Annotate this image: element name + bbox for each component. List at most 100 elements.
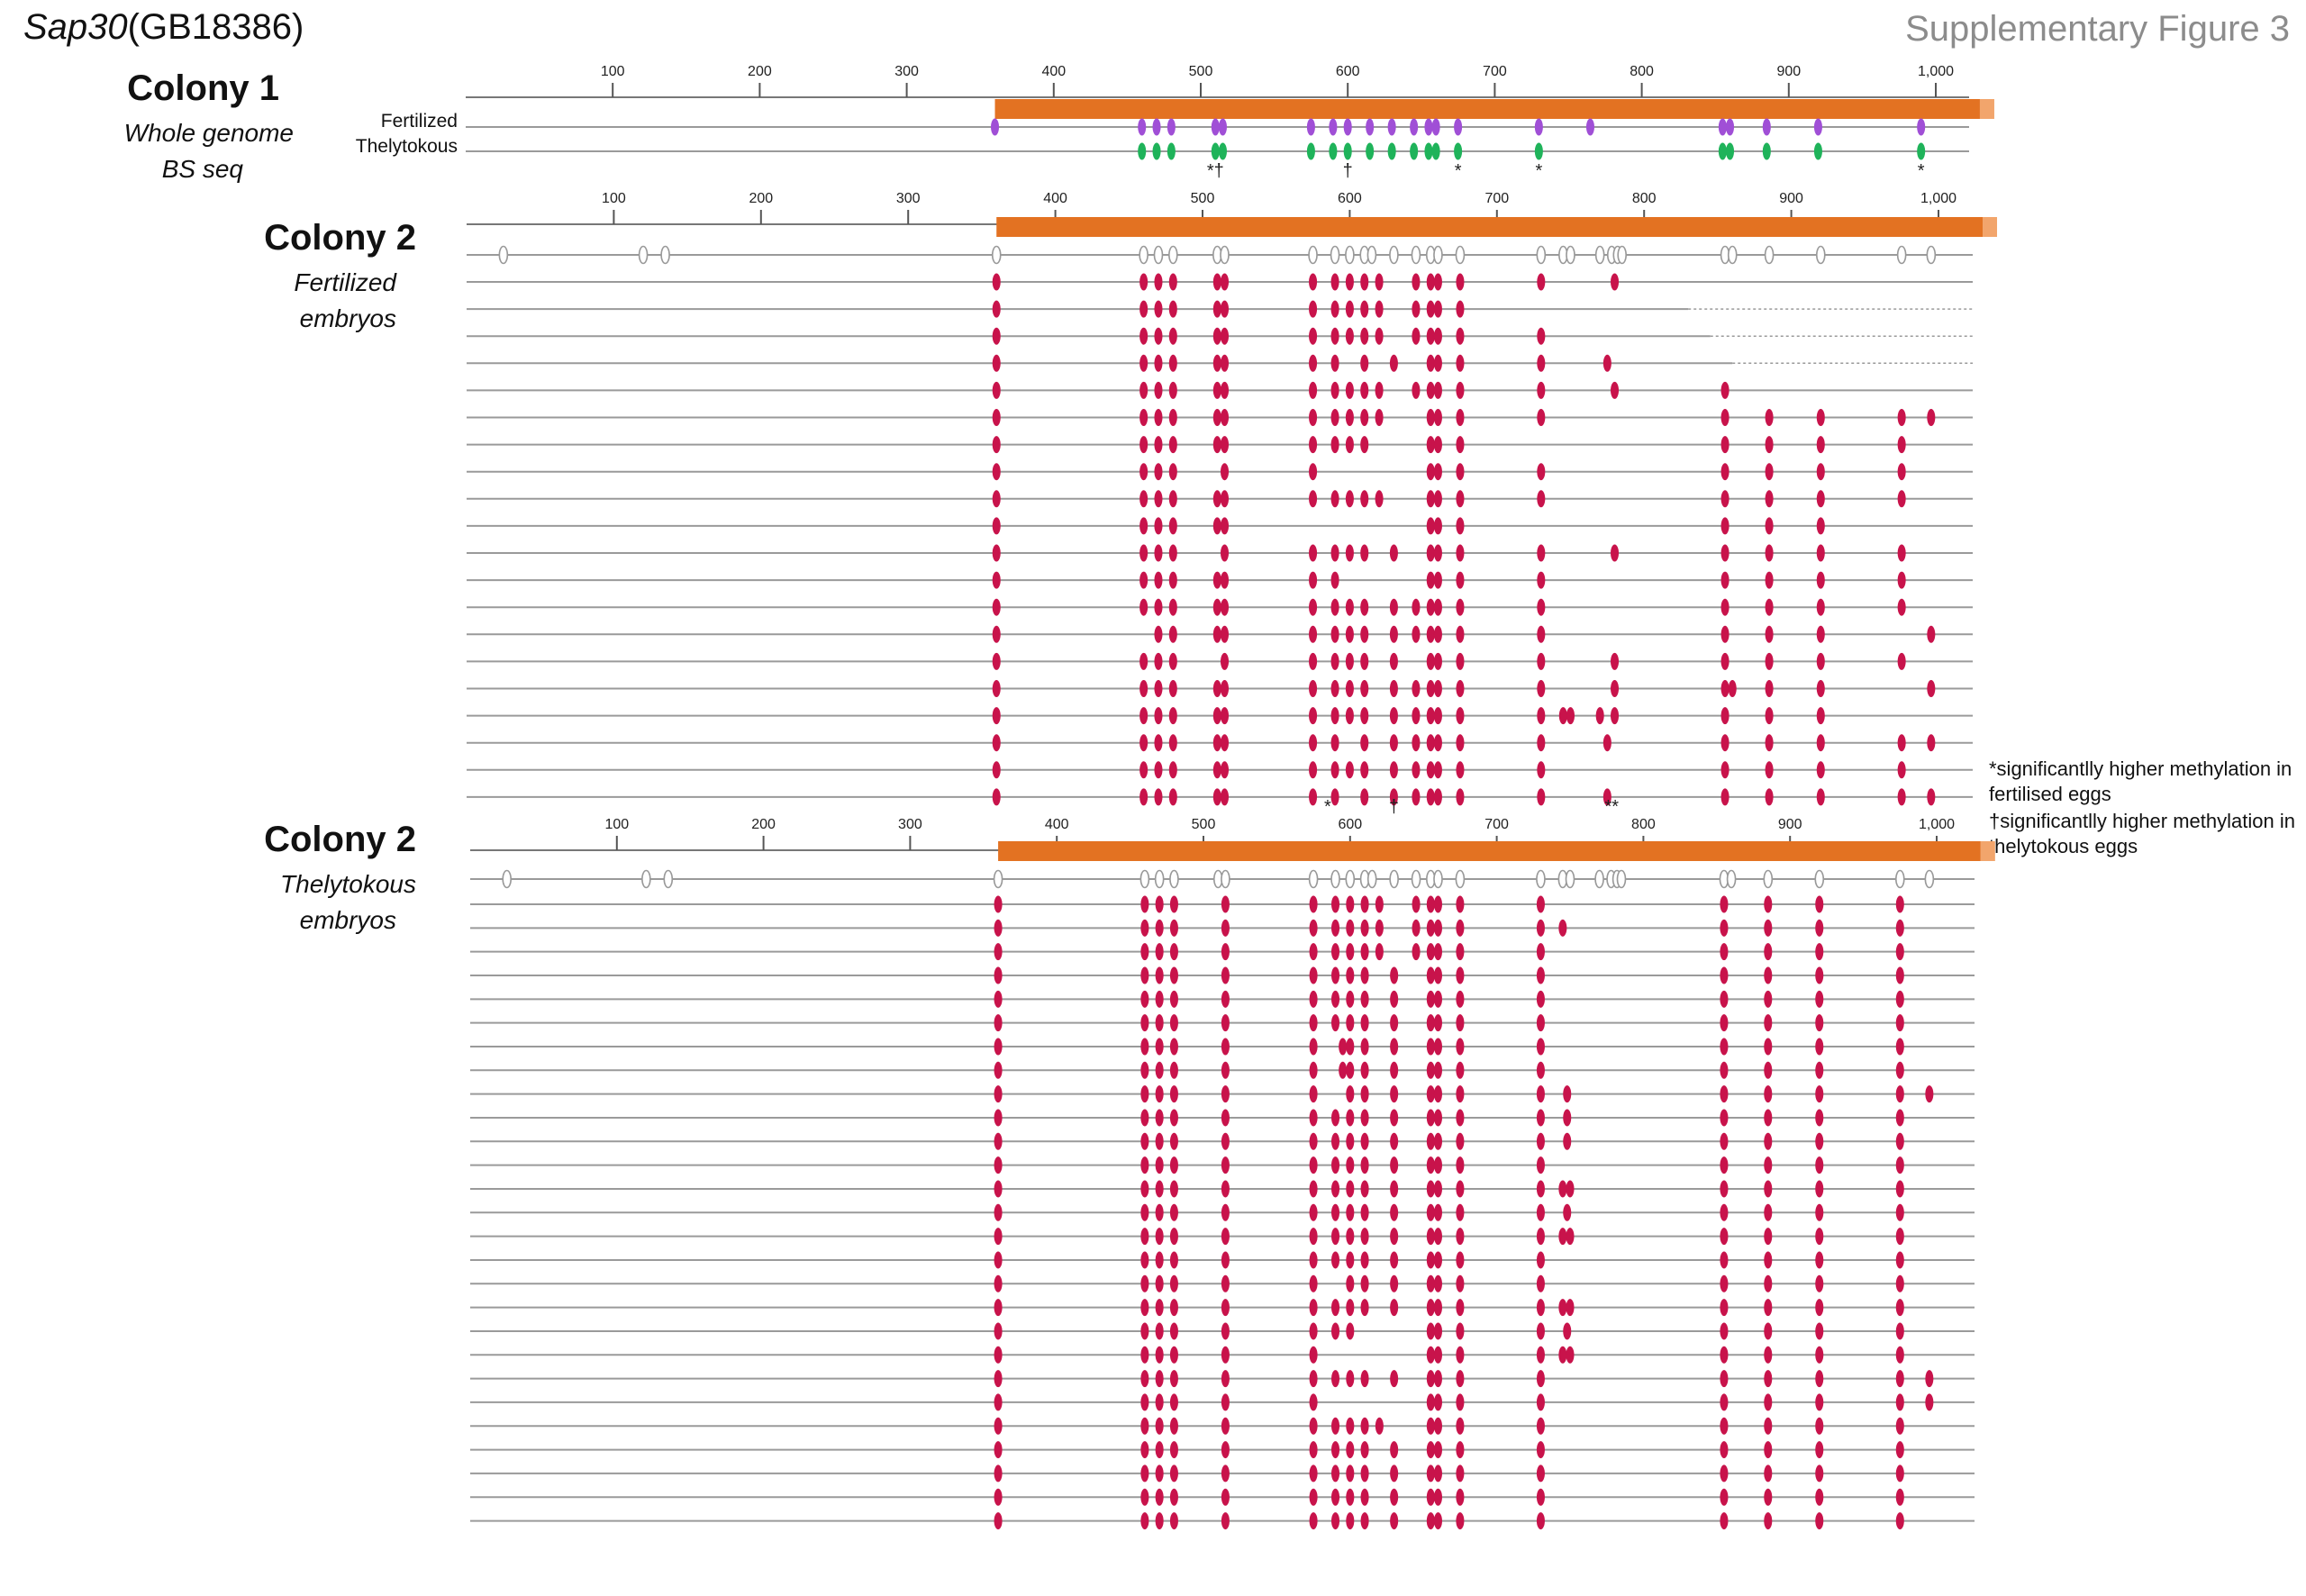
colony2-fertilized-clone-methylated-cpg <box>1168 490 1177 508</box>
colony2-thelytokous-clone-methylated-cpg <box>1456 1299 1465 1317</box>
colony2-thelytokous-clone-methylated-cpg <box>1764 1346 1773 1364</box>
colony2-fertilized-unmethylated-cpg <box>1764 245 1775 265</box>
colony2-thelytokous-clone-methylated-cpg <box>1360 1512 1369 1530</box>
colony2-fertilized-clone-methylated-cpg <box>1433 436 1442 454</box>
colony2-fertilized-clone-methylated-cpg <box>992 490 1001 508</box>
colony2-thelytokous-clone-methylated-cpg <box>1390 1299 1399 1317</box>
colony1-thelytokous-methylated-cpg <box>1218 142 1227 160</box>
colony2-fertilized-clone-methylated-cpg <box>1139 544 1148 562</box>
colony2-thelytokous-clone-methylated-cpg <box>1536 1274 1545 1292</box>
colony2-fertilized-clone-methylated-cpg <box>1426 327 1435 345</box>
colony2-fertilized-clone-methylated-cpg <box>1765 490 1774 508</box>
colony2-fertilized-clone-methylated-cpg <box>1426 571 1435 589</box>
colony2-thelytokous-clone-methylated-cpg <box>1221 1465 1230 1483</box>
colony2-thelytokous-clone-methylated-cpg <box>1426 1109 1435 1127</box>
colony2-fertilized-clone-methylated-cpg <box>1139 354 1148 372</box>
colony2-fertilized-clone-methylated-cpg <box>1168 598 1177 616</box>
colony2-fertilized-clone-methylated-cpg <box>1816 680 1825 697</box>
colony2-thelytokous-clone-methylated-cpg <box>1815 1251 1824 1269</box>
colony2-fertilized-clone-methylated-cpg <box>1720 409 1730 426</box>
colony2-thelytokous-clone-methylated-cpg <box>994 1038 1003 1056</box>
colony2-thelytokous-clone-methylated-cpg <box>1155 1038 1164 1056</box>
colony2-thelytokous-clone-methylated-cpg <box>1309 1488 1318 1506</box>
colony2-thelytokous-clone-methylated-cpg <box>1140 1061 1149 1079</box>
colony2-thelytokous-clone-methylated-cpg <box>1536 1465 1545 1483</box>
colony2-fertilized-clone-methylated-cpg <box>1309 734 1318 752</box>
colony2-thelytokous-clone-methylated-cpg <box>1155 919 1164 937</box>
gene-name: Sap30 <box>23 7 128 47</box>
colony2-fertilized-clone-methylated-cpg <box>1330 354 1339 372</box>
colony2-thelytokous-clone-methylated-cpg <box>1815 1228 1824 1246</box>
colony2-thelytokous-clone-methylated-cpg <box>1536 895 1545 913</box>
colony2-fertilized-clone-methylated-cpg <box>1412 734 1421 752</box>
colony2-thelytokous-clone-methylated-cpg <box>1895 943 1904 961</box>
colony2-fertilized-clone-methylated-cpg <box>992 761 1001 779</box>
gene-id: (GB18386) <box>127 7 304 47</box>
colony2-fertilized-clone-methylated-cpg <box>1154 517 1163 535</box>
colony2-thelytokous-clone-methylated-cpg <box>1331 1109 1340 1127</box>
colony1-fertilized-methylated-cpg <box>991 118 1000 136</box>
colony2-fertilized-clone-methylated-cpg <box>1412 598 1421 616</box>
colony2-thelytokous-unmethylated-cpg <box>1411 869 1421 889</box>
colony2-thelytokous-clone-methylated-cpg <box>1331 1512 1340 1530</box>
colony2-fertilized-clone-methylated-cpg <box>1221 625 1230 643</box>
colony2-fertilized-clone-methylated-cpg <box>1309 598 1318 616</box>
colony2-thelytokous-clone-methylated-cpg <box>1720 1109 1729 1127</box>
colony2-thelytokous-tick-label: 900 <box>1778 817 1802 832</box>
colony2-fertilized-clone-methylated-cpg <box>1816 463 1825 481</box>
colony2-thelytokous-clone-methylated-cpg <box>1433 1228 1442 1246</box>
colony2-fertilized-clone-methylated-cpg <box>1927 409 1936 426</box>
colony2-fertilized-clone-methylated-cpg <box>1375 273 1384 291</box>
colony2-thelytokous-clone-methylated-cpg <box>1221 1061 1230 1079</box>
colony2-thelytokous-clone-methylated-cpg <box>1360 1465 1369 1483</box>
colony2-fertilized-clone-methylated-cpg <box>1897 571 1906 589</box>
colony2-fertilized-clone-methylated-cpg <box>1360 327 1369 345</box>
colony2-fertilized-clone-methylated-cpg <box>1330 680 1339 697</box>
colony2-thelytokous-clone-methylated-cpg <box>1426 1274 1435 1292</box>
colony2-thelytokous-clone-methylated-cpg <box>994 1441 1003 1459</box>
colony2-thelytokous-subtitle-line2: embryos <box>299 906 396 934</box>
colony2-thelytokous-clone-methylated-cpg <box>1456 943 1465 961</box>
colony2-fertilized-clone-methylated-cpg <box>1412 707 1421 725</box>
colony2-thelytokous-clone-methylated-cpg <box>1815 1417 1824 1435</box>
colony2-fertilized-clone-methylated-cpg <box>1139 788 1148 806</box>
colony2-fertilized-clone-methylated-cpg <box>1139 598 1148 616</box>
colony2-fertilized-clone-methylated-cpg <box>1212 625 1221 643</box>
colony1-fertilized-methylated-cpg <box>1343 118 1352 136</box>
colony2-thelytokous-clone-methylated-cpg <box>1558 1228 1567 1246</box>
colony1-fertilized-methylated-cpg <box>1366 118 1375 136</box>
colony2-fertilized-clone-methylated-cpg <box>1168 652 1177 670</box>
colony2-thelytokous-clone-methylated-cpg <box>1536 1393 1545 1411</box>
colony2-thelytokous-clone-methylated-cpg <box>1815 1203 1824 1221</box>
colony2-fertilized-clone-methylated-cpg <box>1537 354 1546 372</box>
colony2-thelytokous-clone-methylated-cpg <box>1221 1085 1230 1103</box>
colony2-fertilized-clone-methylated-cpg <box>1221 544 1230 562</box>
colony2-fertilized-clone-methylated-cpg <box>1168 761 1177 779</box>
colony2-thelytokous-clone-methylated-cpg <box>1456 1085 1465 1103</box>
colony2-thelytokous-clone-methylated-cpg <box>1169 1512 1178 1530</box>
colony2-thelytokous-clone-methylated-cpg <box>1140 1180 1149 1198</box>
colony2-fertilized-clone-methylated-cpg <box>1720 544 1730 562</box>
colony2-fertilized-unmethylated-cpg <box>1536 245 1547 265</box>
colony2-fertilized-clone-methylated-cpg <box>1212 436 1221 454</box>
colony2-fertilized-clone-methylated-cpg <box>992 625 1001 643</box>
colony2-fertilized-clone-methylated-cpg <box>1897 598 1906 616</box>
colony2-thelytokous-clone-methylated-cpg <box>1140 1488 1149 1506</box>
colony2-fertilized-clone-methylated-cpg <box>1221 381 1230 399</box>
colony2-thelytokous-clone-methylated-cpg <box>1815 1085 1824 1103</box>
colony1-thelytokous-methylated-cpg <box>1167 142 1176 160</box>
colony2-fertilized-clone-methylated-cpg <box>1139 490 1148 508</box>
colony2-thelytokous-clone-methylated-cpg <box>1309 1038 1318 1056</box>
colony2-fertilized-clone-methylated-cpg <box>1537 463 1546 481</box>
colony2-thelytokous-clone-methylated-cpg <box>1169 1322 1178 1340</box>
colony2-thelytokous-clone-methylated-cpg <box>1456 1156 1465 1174</box>
colony2-thelytokous-clone-methylated-cpg <box>1764 1085 1773 1103</box>
colony2-thelytokous-clone-methylated-cpg <box>1339 1038 1348 1056</box>
colony2-fertilized-clone-methylated-cpg <box>1309 354 1318 372</box>
colony2-fertilized-clone-methylated-cpg <box>1154 463 1163 481</box>
colony2-thelytokous-clone-methylated-cpg <box>1140 1038 1149 1056</box>
colony2-thelytokous-clone-methylated-cpg <box>1925 1370 1934 1388</box>
colony1-thelytokous-methylated-cpg <box>1387 142 1396 160</box>
colony2-thelytokous-clone-methylated-cpg <box>1720 943 1729 961</box>
colony2-thelytokous-clone-methylated-cpg <box>1426 919 1435 937</box>
